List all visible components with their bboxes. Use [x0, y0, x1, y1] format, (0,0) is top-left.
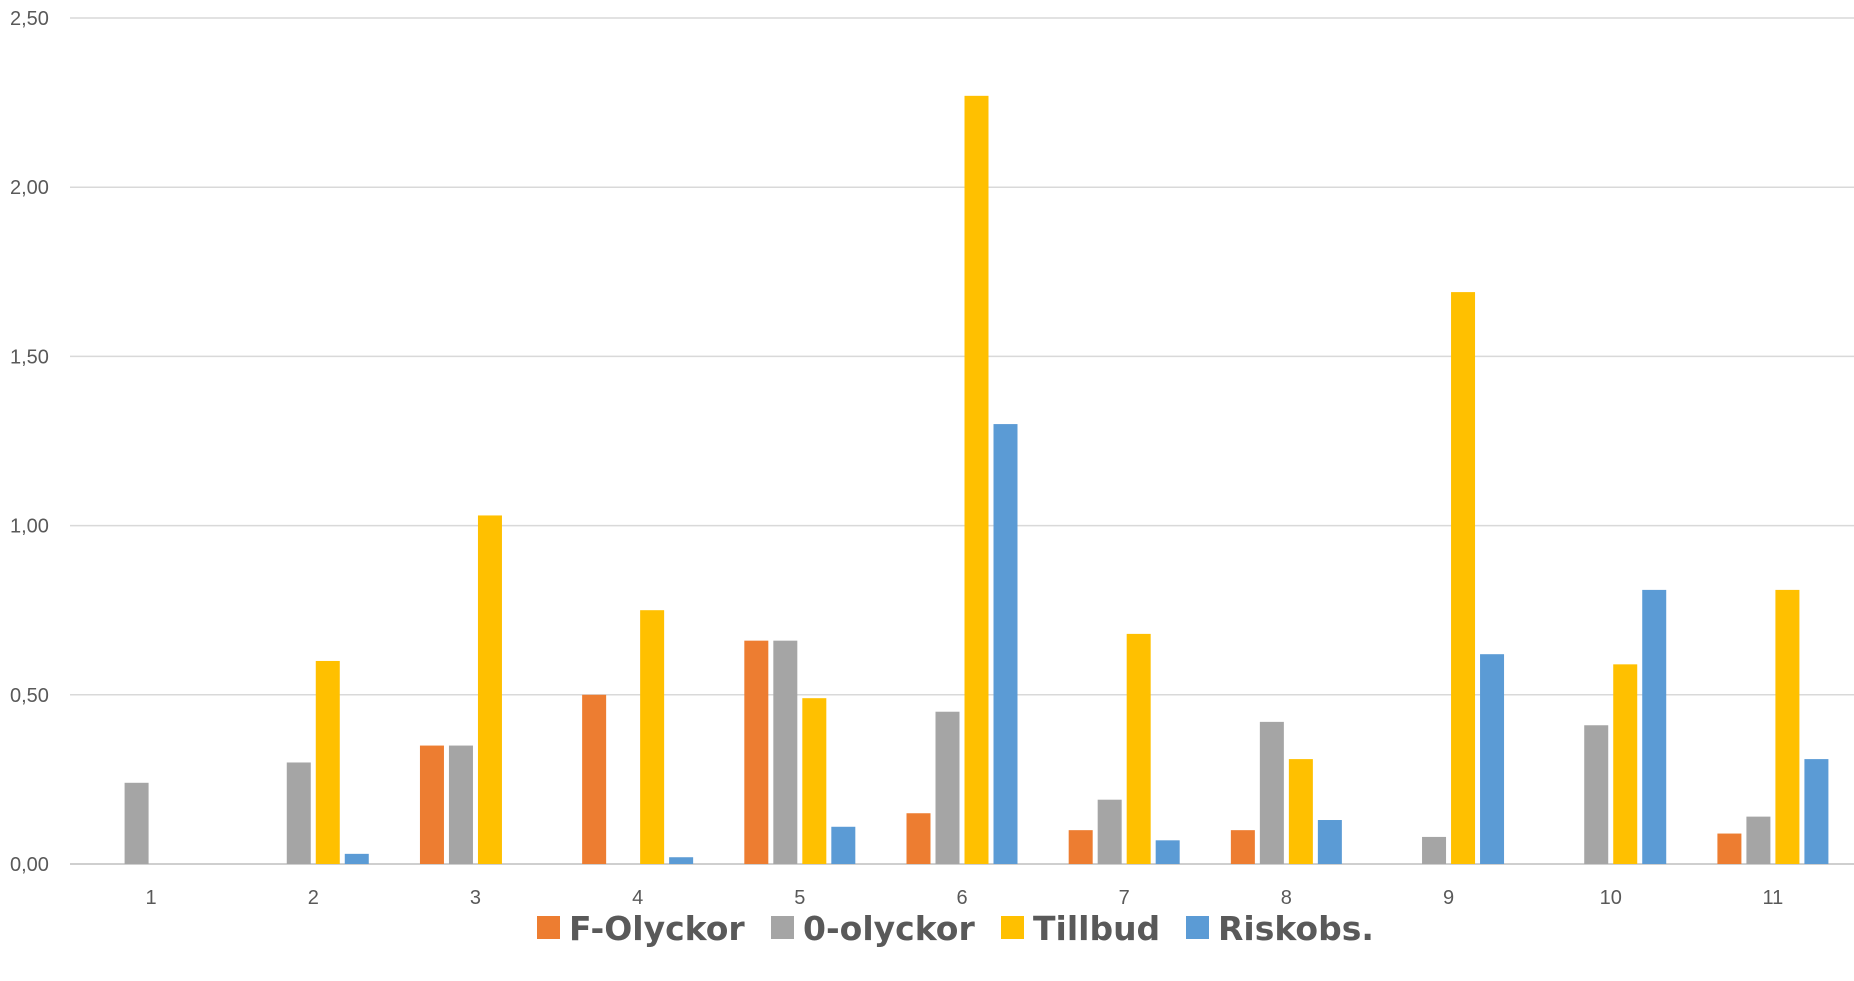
y-tick-label: 2,00 [10, 177, 49, 199]
x-tick-label: 9 [1443, 887, 1454, 909]
bar-0-olyckor [1259, 721, 1284, 864]
bar-tillbud [1126, 633, 1151, 864]
x-tick-label: 10 [1600, 887, 1622, 909]
bars [124, 95, 1829, 864]
bar-0-olyckor [124, 782, 149, 864]
bar-0-olyckor [448, 745, 473, 864]
x-tick-label: 7 [1119, 887, 1130, 909]
bar-f-olyckor [744, 640, 769, 864]
x-axis-ticks: 1 2 3 4 5 6 7 8 9 10 11 [146, 887, 1784, 909]
legend-label: Riskobs. [1218, 909, 1374, 948]
x-tick-label: 11 [1763, 887, 1784, 909]
legend-label: F-Olyckor [569, 909, 745, 948]
y-tick-label: 0,00 [10, 854, 49, 876]
bar-riskobs [1155, 840, 1180, 864]
legend-swatch [771, 916, 794, 939]
legend: F-Olyckor 0-olyckor Tillbud Riskobs. [537, 909, 1374, 948]
y-tick-label: 1,50 [10, 346, 49, 368]
x-tick-label: 8 [1281, 887, 1292, 909]
bar-f-olyckor [1717, 833, 1742, 864]
gridlines [70, 17, 1854, 865]
bar-0-olyckor [1584, 725, 1609, 864]
bar-0-olyckor [935, 711, 960, 864]
x-tick-label: 1 [146, 887, 157, 909]
x-tick-label: 4 [632, 887, 643, 909]
bar-0-olyckor [1422, 836, 1447, 864]
bar-0-olyckor [1746, 816, 1771, 864]
x-tick-label: 5 [794, 887, 805, 909]
bar-f-olyckor [582, 694, 607, 864]
bar-tillbud [315, 660, 340, 864]
bar-0-olyckor [773, 640, 798, 864]
bar-riskobs [344, 853, 369, 864]
bar-0-olyckor [286, 762, 311, 864]
bar-tillbud [1288, 759, 1313, 864]
bar-tillbud [964, 95, 989, 864]
legend-label: Tillbud [1033, 909, 1160, 948]
x-tick-label: 6 [956, 887, 967, 909]
bar-f-olyckor [419, 745, 444, 864]
bar-riskobs [831, 826, 856, 864]
bar-f-olyckor [1230, 830, 1255, 864]
bar-riskobs [669, 857, 694, 864]
bar-tillbud [477, 515, 502, 864]
y-axis-ticks: 0,00 0,50 1,00 1,50 2,00 2,50 [10, 8, 49, 876]
bar-riskobs [993, 424, 1018, 864]
bar-f-olyckor [1068, 830, 1093, 864]
y-tick-label: 0,50 [10, 685, 49, 707]
bar-riskobs [1804, 759, 1829, 864]
bar-tillbud [1451, 292, 1476, 864]
bar-0-olyckor [1097, 799, 1122, 864]
bar-f-olyckor [906, 813, 931, 864]
x-tick-label: 3 [470, 887, 481, 909]
legend-label: 0-olyckor [803, 909, 975, 948]
bar-tillbud [1613, 664, 1638, 864]
bar-riskobs [1317, 820, 1342, 864]
legend-swatch [537, 916, 560, 939]
bar-tillbud [802, 698, 827, 864]
x-tick-label: 2 [308, 887, 319, 909]
legend-swatch [1001, 916, 1024, 939]
y-tick-label: 1,00 [10, 516, 49, 538]
bar-riskobs [1480, 654, 1505, 864]
bar-riskobs [1642, 589, 1667, 864]
bar-tillbud [640, 610, 665, 864]
bar-tillbud [1775, 589, 1800, 864]
y-tick-label: 2,50 [10, 8, 49, 30]
legend-swatch [1186, 916, 1209, 939]
